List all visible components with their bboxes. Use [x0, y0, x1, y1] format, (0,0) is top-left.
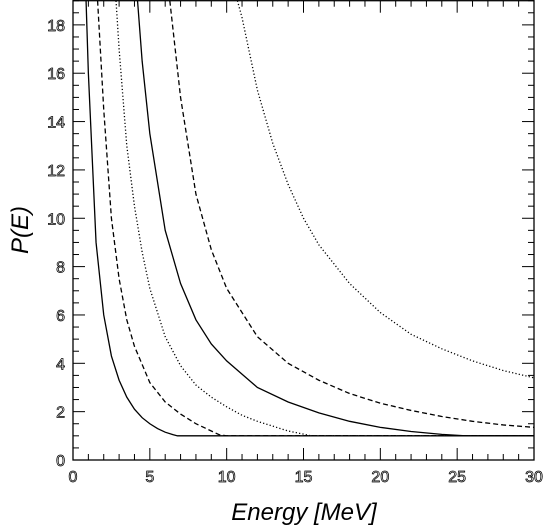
- series-line-2: [96, 0, 534, 437]
- tick-label-layer: 0 5 10 15 20 25 30 0 2 4 6 8 10 12 14 16 18: [47, 17, 544, 486]
- y-axis-label: P(E): [7, 206, 34, 254]
- y-tick-label: 12: [47, 163, 65, 180]
- x-tick-label: 15: [295, 469, 313, 486]
- x-axis-label: Energy [MeV]: [231, 499, 378, 526]
- x-tick-label: 10: [218, 469, 236, 486]
- series-line-5: [169, 0, 535, 429]
- x-tick-label: 0: [69, 469, 78, 486]
- y-tick-label: 16: [47, 66, 65, 83]
- series-line-3: [115, 0, 534, 437]
- x-tick-label: 25: [448, 469, 466, 486]
- y-tick-label: 4: [56, 356, 65, 373]
- x-tick-label: 30: [525, 469, 543, 486]
- plot-frame: [72, 0, 535, 461]
- y-tick-label: 0: [56, 453, 65, 470]
- tick-layer: [72, 0, 535, 461]
- y-tick-label: 18: [47, 18, 65, 35]
- y-tick-label: 14: [47, 115, 65, 132]
- series-line-6: [236, 0, 535, 379]
- y-tick-label: 6: [56, 308, 65, 325]
- series-layer: [85, 0, 535, 437]
- series-line-4: [136, 0, 534, 437]
- y-tick-label: 10: [47, 211, 65, 228]
- series-line-1: [85, 0, 534, 437]
- x-tick-label: 5: [145, 469, 154, 486]
- y-tick-label: 2: [56, 405, 65, 422]
- y-tick-label: 8: [56, 260, 65, 277]
- x-tick-label: 20: [371, 469, 389, 486]
